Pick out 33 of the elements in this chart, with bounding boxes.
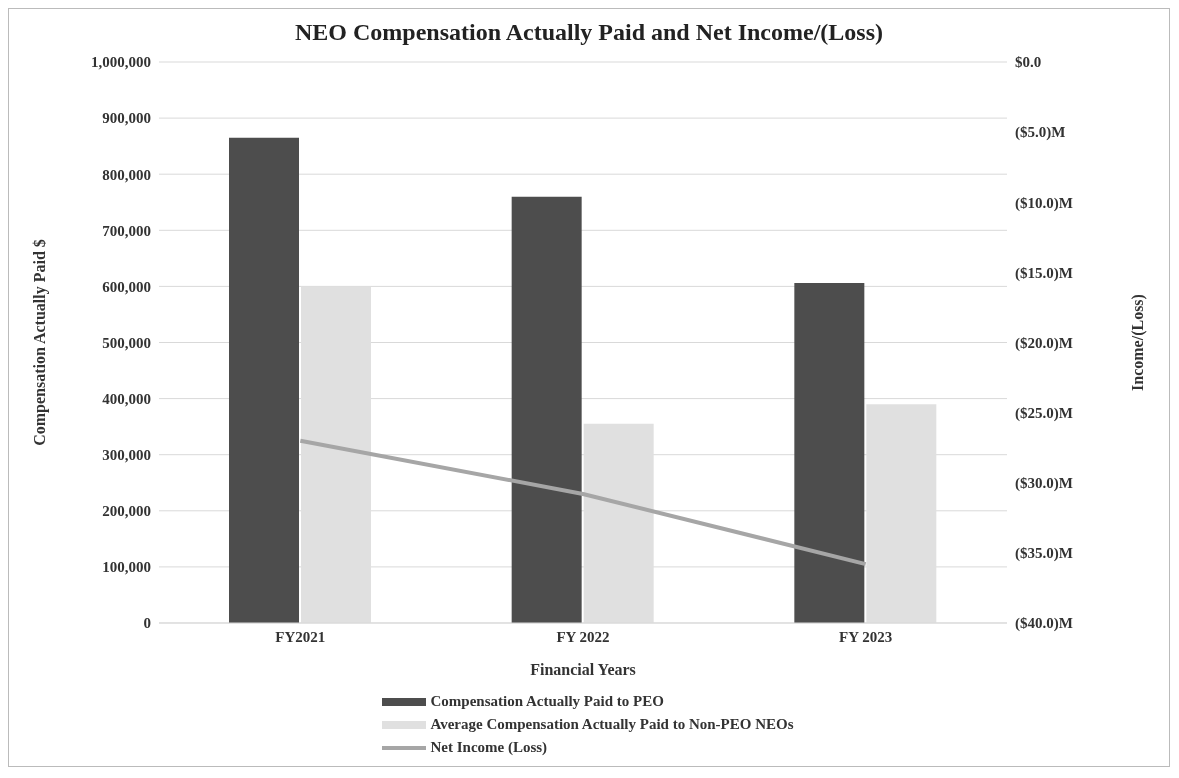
y-tick-label: 1,000,000: [91, 54, 151, 71]
y-tick-label: 200,000: [102, 503, 151, 520]
y-tick-label: 600,000: [102, 278, 151, 295]
bar: [794, 283, 865, 623]
bar: [229, 137, 299, 623]
y-tick-label: 500,000: [102, 334, 151, 351]
y2-tick-label: ($35.0)M: [1015, 545, 1073, 563]
bar: [511, 196, 582, 623]
x-tick-label: FY 2023: [839, 628, 893, 645]
y2-tick-label: ($5.0)M: [1015, 124, 1066, 142]
y2-axis-title: Income/(Loss): [1128, 294, 1147, 391]
y2-tick-label: ($40.0)M: [1015, 615, 1073, 633]
y-tick-label: 700,000: [102, 222, 151, 239]
y2-tick-label: ($30.0)M: [1015, 475, 1073, 493]
y2-tick-label: ($20.0)M: [1015, 334, 1073, 352]
legend-label: Net Income (Loss): [430, 739, 548, 756]
x-tick-label: FY2021: [275, 628, 326, 645]
x-axis-title: Financial Years: [530, 661, 636, 678]
y2-tick-label: ($25.0)M: [1015, 404, 1073, 422]
x-tick-label: FY 2022: [556, 628, 610, 645]
y-tick-label: 300,000: [102, 447, 151, 464]
y-tick-label: 100,000: [102, 559, 151, 576]
y2-tick-label: ($10.0)M: [1015, 194, 1073, 212]
y-axis-title: Compensation Actually Paid $: [30, 239, 49, 446]
chart-title: NEO Compensation Actually Paid and Net Income/(Loss): [293, 18, 884, 46]
legend-label: Average Compensation Actually Paid to Non-PEO NEOs: [430, 716, 794, 733]
y-tick-label: 400,000: [102, 390, 151, 407]
y-tick-label: 0: [143, 615, 151, 632]
legend-label: Compensation Actually Paid to PEO: [430, 693, 664, 710]
y2-tick-label: ($15.0)M: [1015, 264, 1073, 282]
y-tick-label: 800,000: [102, 166, 151, 183]
y-tick-label: 900,000: [102, 110, 151, 127]
y2-tick-label: $0.0: [1015, 54, 1042, 71]
